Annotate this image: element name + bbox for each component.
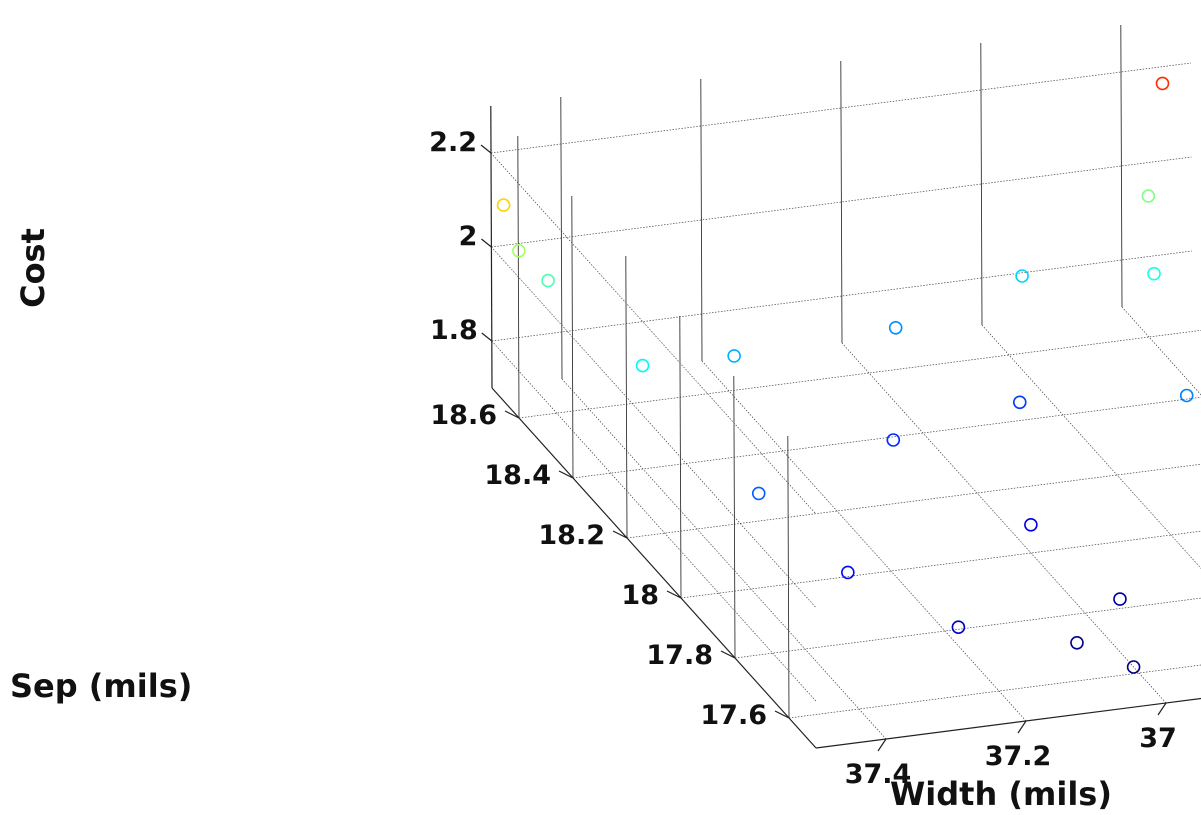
x-tick-mark-1	[1017, 720, 1027, 734]
tick-labels: 37.437.23736.836.617.617.81818.218.418.6…	[429, 127, 1177, 790]
y-tick-label-0: 17.6	[700, 700, 767, 731]
back-grid-x-4	[1120, 24, 1123, 308]
z-tick-mark-2	[480, 144, 492, 154]
z-tick-mark-0	[481, 332, 493, 342]
back-grid-z-0	[491, 250, 1192, 342]
z-tick-mark-1	[481, 238, 492, 248]
data-points	[496, 76, 1194, 674]
floor-grid-x-0	[561, 378, 887, 740]
z-tick-label-1: 2	[459, 221, 478, 252]
floor-grid-y-4	[572, 396, 1201, 479]
back-grid-x-1	[700, 78, 703, 362]
data-point	[1070, 635, 1084, 650]
data-point	[1015, 269, 1029, 283]
x-tick-mark-0	[877, 738, 887, 752]
y-tick-label-3: 18.2	[538, 520, 605, 551]
grid-lines	[490, 24, 1201, 740]
x-tick-label-2: 37	[1139, 723, 1177, 754]
y-axis-line	[491, 387, 817, 749]
data-point	[1024, 517, 1038, 532]
floor-grid-y-2	[680, 530, 1201, 599]
data-point	[751, 486, 766, 501]
data-point	[1155, 76, 1170, 91]
y-tick-mark-1	[720, 650, 736, 659]
floor-grid-y-3	[626, 463, 1201, 539]
floor-grid-y-1	[734, 597, 1201, 659]
y-tick-label-5: 18.6	[430, 400, 497, 431]
back-grid-x-2	[840, 60, 843, 344]
data-point	[1147, 266, 1161, 281]
floor-grid-x-4	[1121, 306, 1201, 396]
data-point	[1126, 660, 1141, 674]
y-tick-label-1: 17.8	[646, 640, 713, 671]
data-point	[496, 198, 511, 212]
x-tick-label-0: 37.4	[845, 759, 912, 790]
data-point	[888, 320, 903, 335]
z-tick-label-2: 2.2	[429, 127, 477, 158]
y-tick-label-4: 18.4	[484, 460, 551, 491]
side-grid-y-5	[517, 135, 520, 419]
y-tick-mark-2	[666, 590, 682, 599]
x-tick-mark-2	[1157, 702, 1167, 716]
floor-grid-y-0	[788, 664, 1201, 719]
back-grid-x-3	[980, 42, 983, 326]
data-point	[886, 433, 901, 447]
y-tick-label-2: 18	[621, 580, 659, 611]
floor-grid-x-1	[701, 360, 1027, 722]
data-point	[841, 565, 855, 580]
data-point	[541, 273, 555, 288]
floor-grid-y-5	[518, 329, 1201, 419]
z-tick-label-0: 1.8	[430, 315, 478, 346]
floor-grid-x-2	[841, 342, 1167, 704]
data-point	[727, 349, 741, 363]
back-grid-z-2	[490, 62, 1192, 154]
x-axis-label: Width (mils)	[890, 775, 1112, 813]
x-tick-label-1: 37.2	[985, 741, 1052, 772]
z-axis-label: Cost	[14, 228, 52, 308]
data-point	[1113, 592, 1127, 606]
data-point	[512, 244, 526, 258]
data-point	[635, 358, 650, 373]
y-tick-mark-5	[504, 410, 520, 419]
data-point	[1012, 395, 1027, 410]
floor-grid-x-3	[981, 324, 1201, 569]
side-grid-z-2	[490, 152, 816, 514]
y-tick-mark-0	[774, 710, 790, 719]
data-point	[1141, 189, 1156, 203]
side-grid-z-1	[491, 246, 816, 608]
y-axis-label: Sep (mils)	[10, 667, 192, 705]
data-point	[1179, 388, 1194, 403]
axes	[480, 105, 1201, 752]
data-point	[951, 620, 966, 635]
y-tick-mark-4	[558, 470, 574, 479]
back-grid-z-1	[491, 156, 1192, 248]
back-grid-x-0	[560, 96, 563, 380]
y-tick-mark-3	[612, 530, 628, 539]
axis-labels: Cost Sep (mils) Width (mils)	[10, 228, 1112, 813]
